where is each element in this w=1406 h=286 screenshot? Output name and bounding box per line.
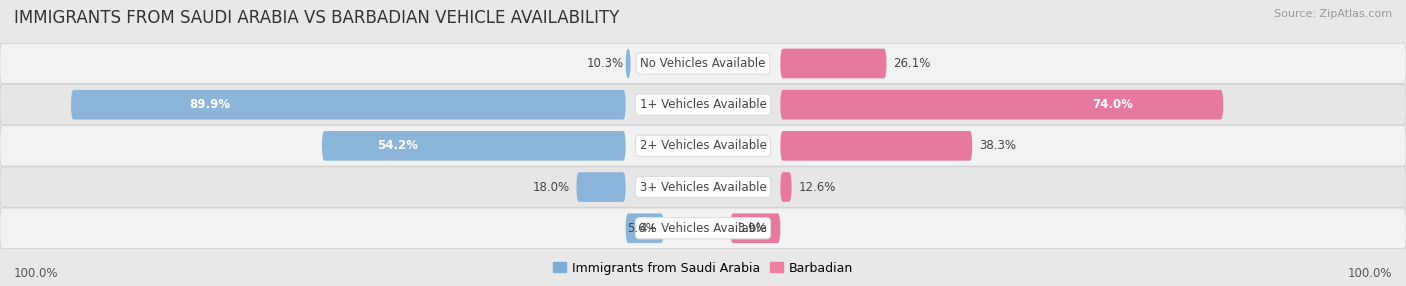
FancyBboxPatch shape <box>576 172 626 202</box>
Legend: Immigrants from Saudi Arabia, Barbadian: Immigrants from Saudi Arabia, Barbadian <box>548 257 858 280</box>
Text: 74.0%: 74.0% <box>1092 98 1133 111</box>
Text: 1+ Vehicles Available: 1+ Vehicles Available <box>640 98 766 111</box>
Text: 26.1%: 26.1% <box>894 57 931 70</box>
Text: 10.3%: 10.3% <box>586 57 624 70</box>
Text: Source: ZipAtlas.com: Source: ZipAtlas.com <box>1274 9 1392 19</box>
Text: 12.6%: 12.6% <box>799 180 837 194</box>
FancyBboxPatch shape <box>780 131 973 161</box>
Text: 5.6%: 5.6% <box>627 222 657 235</box>
FancyBboxPatch shape <box>0 84 1406 125</box>
Text: 18.0%: 18.0% <box>533 180 569 194</box>
FancyBboxPatch shape <box>0 43 1406 84</box>
Text: 89.9%: 89.9% <box>190 98 231 111</box>
Text: 3.9%: 3.9% <box>738 222 768 235</box>
FancyBboxPatch shape <box>780 49 886 78</box>
FancyBboxPatch shape <box>70 90 626 120</box>
FancyBboxPatch shape <box>780 172 792 202</box>
Text: 38.3%: 38.3% <box>979 139 1017 152</box>
FancyBboxPatch shape <box>322 131 626 161</box>
FancyBboxPatch shape <box>0 208 1406 249</box>
FancyBboxPatch shape <box>0 126 1406 166</box>
Text: No Vehicles Available: No Vehicles Available <box>640 57 766 70</box>
Text: 54.2%: 54.2% <box>377 139 419 152</box>
FancyBboxPatch shape <box>626 49 630 78</box>
Text: 100.0%: 100.0% <box>1347 267 1392 280</box>
FancyBboxPatch shape <box>731 213 780 243</box>
FancyBboxPatch shape <box>780 90 1223 120</box>
FancyBboxPatch shape <box>0 167 1406 207</box>
FancyBboxPatch shape <box>626 213 664 243</box>
Text: 3+ Vehicles Available: 3+ Vehicles Available <box>640 180 766 194</box>
Text: IMMIGRANTS FROM SAUDI ARABIA VS BARBADIAN VEHICLE AVAILABILITY: IMMIGRANTS FROM SAUDI ARABIA VS BARBADIA… <box>14 9 620 27</box>
Text: 2+ Vehicles Available: 2+ Vehicles Available <box>640 139 766 152</box>
Text: 100.0%: 100.0% <box>14 267 59 280</box>
Text: 4+ Vehicles Available: 4+ Vehicles Available <box>640 222 766 235</box>
